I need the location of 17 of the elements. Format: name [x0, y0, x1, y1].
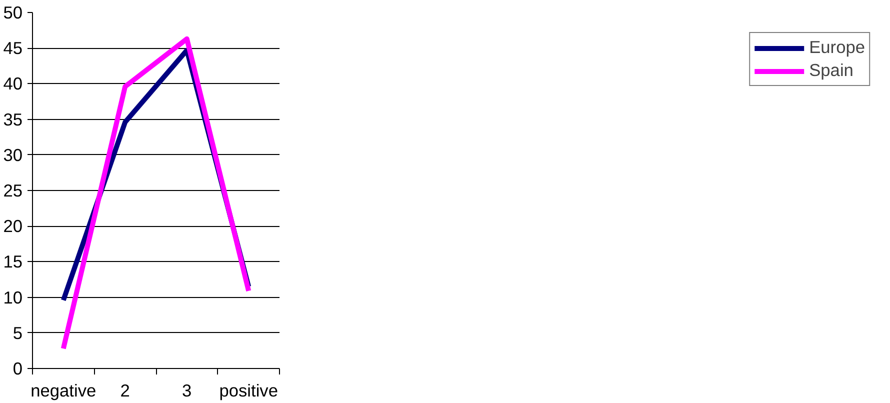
- x-tick-label: 2: [120, 380, 130, 400]
- y-tick-label: 0: [12, 358, 23, 378]
- y-tick-label: 15: [3, 252, 23, 272]
- y-tick-label: 10: [3, 287, 23, 308]
- y-tick-label: 40: [3, 74, 23, 94]
- y-tick-label: 35: [3, 109, 23, 130]
- y-tick-label: 45: [3, 38, 23, 58]
- legend-label: Europe: [809, 37, 865, 58]
- x-tick-label: positive: [219, 380, 278, 400]
- x-tick-label: 3: [182, 380, 192, 400]
- y-tick-label: 5: [12, 322, 23, 343]
- legend-label: Spain: [809, 60, 854, 81]
- y-tick-label: 50: [3, 2, 23, 22]
- y-tick-label: 20: [3, 216, 23, 236]
- y-tick-label: 25: [3, 180, 23, 200]
- y-tick-label: 30: [3, 144, 23, 165]
- x-tick-label: negative: [30, 380, 96, 400]
